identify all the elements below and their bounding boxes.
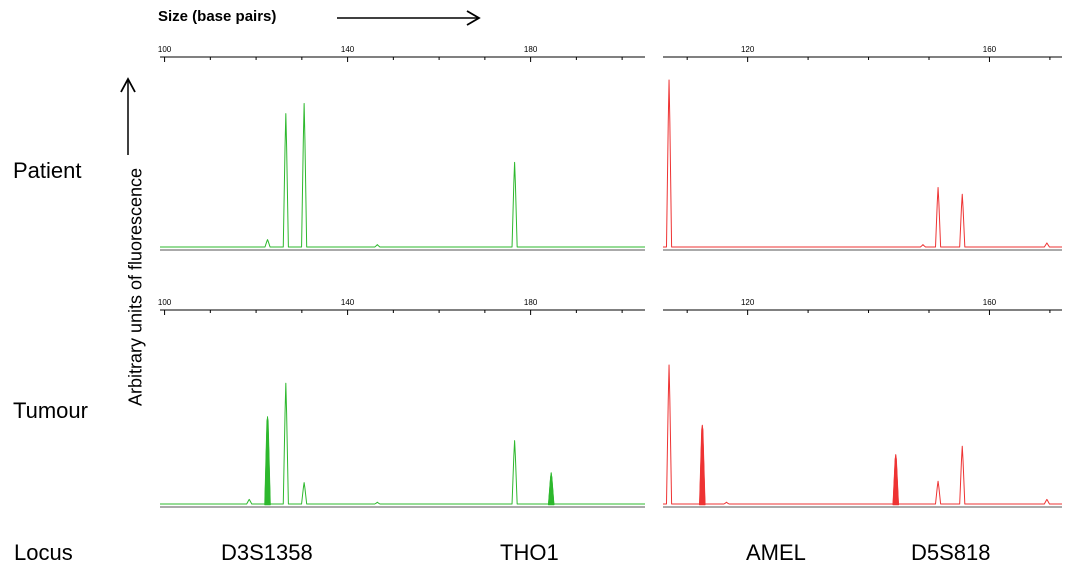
size-tick-label: 100 [158,45,172,54]
panel-tumour-red: 120 160 [663,298,1062,508]
locus-amel: AMEL [746,540,806,565]
size-tick-label: 100 [158,298,172,307]
size-tick-label: 180 [524,45,538,54]
panel-patient-red: 120 160 [663,45,1062,251]
size-tick-label: 160 [983,298,997,307]
locus-d5s818: D5S818 [911,540,991,565]
peak-filled [264,416,271,506]
panel-patient-green: 100 140 180 [158,45,645,251]
size-tick-label: 120 [741,45,755,54]
size-tick-label: 140 [341,45,355,54]
locus-d3s1358: D3S1358 [221,540,313,565]
peak-filled [892,454,900,506]
size-arrow [337,10,481,26]
row-label-tumour: Tumour [13,398,88,423]
peak-filled [699,425,706,506]
size-tick-label: 120 [741,298,755,307]
panel-tumour-green: 100 140 180 [158,298,645,508]
locus-label: Locus [14,540,73,565]
peak-filled [547,472,555,506]
size-axis-title: Size (base pairs) [158,8,277,25]
trace-line [160,103,645,248]
trace-line [160,382,645,505]
row-label-patient: Patient [13,158,82,183]
size-tick-label: 180 [524,298,538,307]
trace-line [663,364,1062,505]
size-tick-label: 160 [983,45,997,54]
fluorescence-arrow [120,77,136,155]
locus-tho1: THO1 [500,540,559,565]
size-tick-label: 140 [341,298,355,307]
trace-line [663,79,1062,248]
